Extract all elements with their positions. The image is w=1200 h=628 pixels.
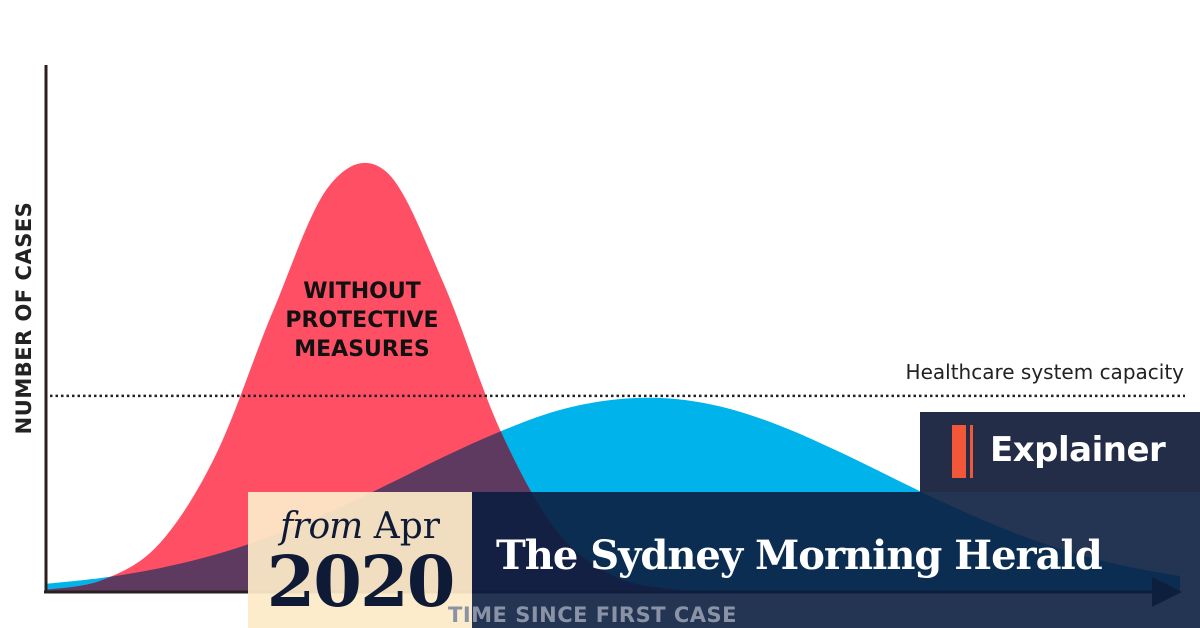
series-label-without-measures: WITHOUT PROTECTIVE MEASURES [285, 279, 439, 362]
y-axis-label: NUMBER OF CASES [12, 201, 36, 435]
date-month: Apr [373, 506, 441, 547]
date-prefix: from [279, 506, 363, 547]
masthead-logo: The Sydney Morning Herald [496, 532, 1103, 579]
date-year: 2020 [266, 540, 456, 623]
explainer-badge: Explainer [920, 412, 1200, 492]
masthead-banner: The Sydney Morning Herald [472, 492, 1200, 628]
badge-label: Explainer [990, 430, 1166, 470]
x-axis-label: TIME SINCE FIRST CASE [448, 603, 737, 627]
date-from: from Apr [248, 506, 472, 547]
badge-accent-bar [952, 425, 966, 478]
series-area-without-measures [46, 162, 1180, 593]
badge-accent-line [970, 425, 973, 478]
capacity-label: Healthcare system capacity [905, 360, 1184, 384]
date-box: from Apr 2020 [248, 492, 472, 628]
